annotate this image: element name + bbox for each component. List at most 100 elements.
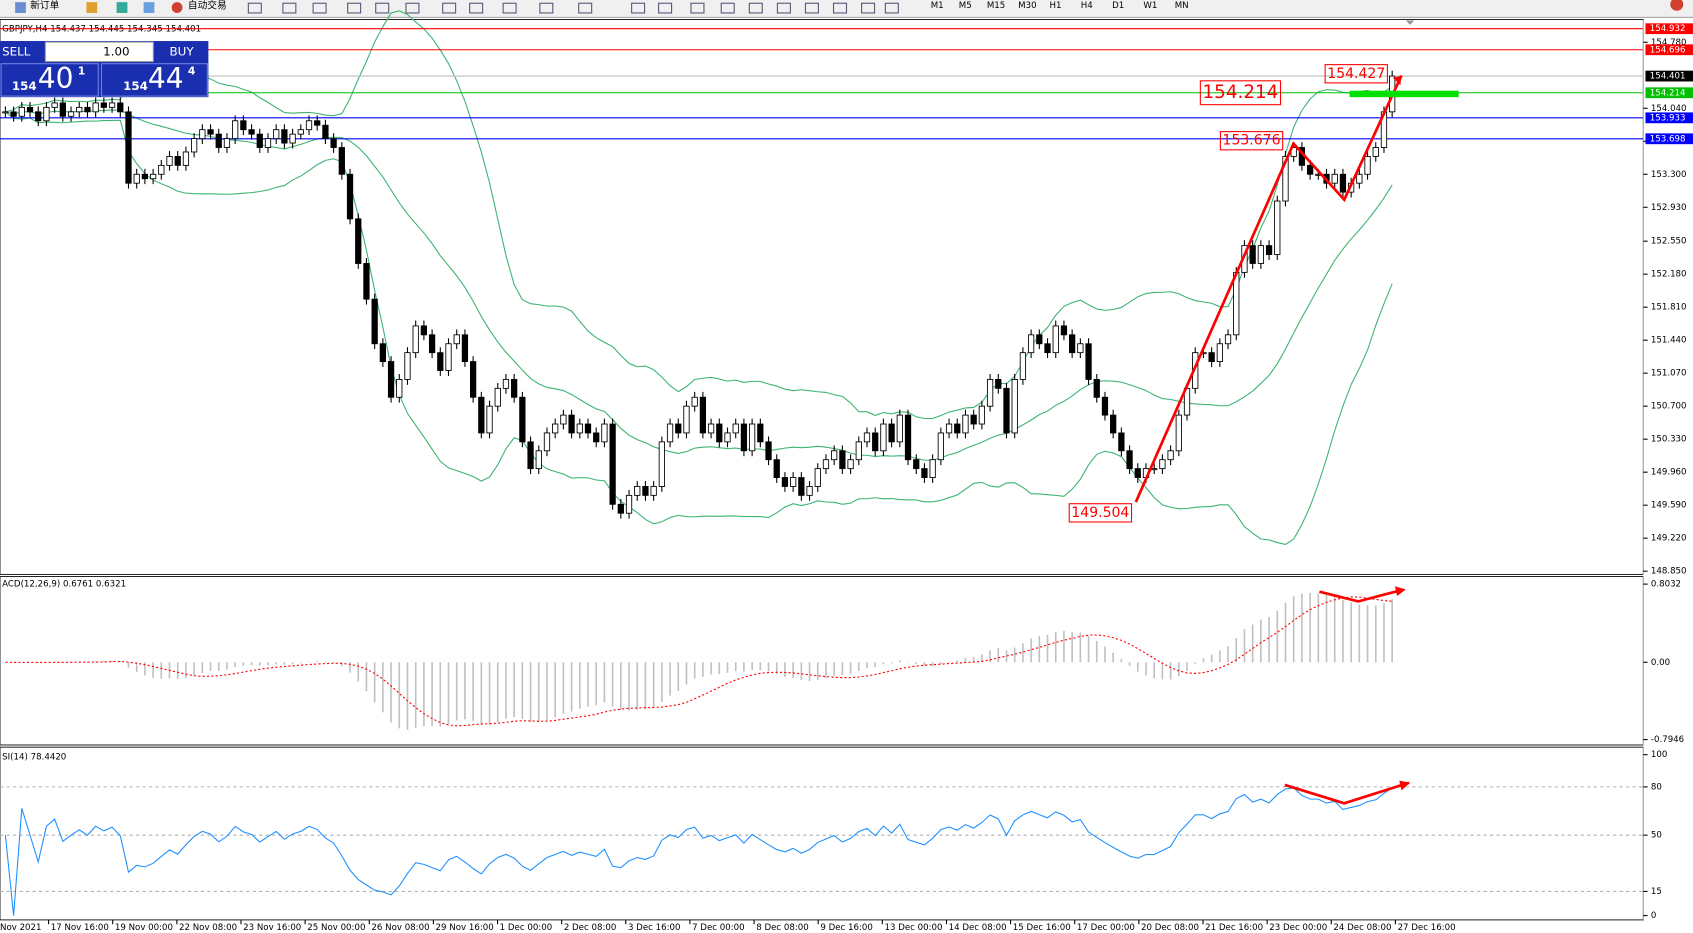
toolbar-icon[interactable] — [748, 2, 763, 14]
candle — [1134, 468, 1141, 478]
toolbar-icon[interactable] — [861, 2, 876, 14]
x-tick-label: 24 Dec 08:00 — [1333, 923, 1391, 933]
candle — [84, 106, 91, 113]
candle — [190, 138, 198, 153]
timeframe-button[interactable]: W1 — [1143, 1, 1157, 11]
timeframe-button[interactable]: MN — [1175, 1, 1189, 11]
level-price-label: 153.933 — [1650, 113, 1686, 123]
x-tick-label: 3 Dec 16:00 — [628, 923, 681, 933]
candle — [141, 173, 149, 180]
toolbar-icon[interactable] — [720, 2, 735, 14]
toolbar-icon[interactable] — [578, 2, 593, 14]
lots-input[interactable] — [44, 41, 154, 63]
timeframe-button[interactable]: M1 — [931, 1, 944, 11]
candle — [543, 432, 551, 452]
macd-layer — [5, 592, 1393, 730]
toolbar-icon[interactable] — [658, 2, 673, 14]
toolbar-icon[interactable] — [247, 2, 262, 14]
candle — [182, 151, 190, 166]
candle — [978, 405, 986, 425]
buy-button[interactable] — [155, 42, 208, 62]
toolbar-icon[interactable] — [832, 2, 848, 14]
ask-main: 44 — [148, 62, 184, 95]
candle — [174, 156, 181, 166]
macd-tick-label: 0.8032 — [1651, 580, 1681, 590]
toolbar-icon[interactable] — [86, 2, 98, 13]
timeframe-button[interactable]: M30 — [1018, 1, 1036, 11]
candle — [1085, 343, 1092, 380]
x-tick-label: 23 Dec 00:00 — [1269, 923, 1327, 933]
toolbar-icon[interactable] — [347, 2, 362, 14]
candle — [863, 432, 871, 443]
toolbar-icon[interactable] — [469, 2, 484, 14]
sell-label: SELL — [2, 44, 31, 58]
candle — [675, 423, 682, 434]
annotation-box — [1219, 131, 1284, 151]
candle — [945, 423, 953, 434]
candle — [125, 111, 132, 184]
candle — [240, 120, 247, 131]
timeframe-button[interactable]: M5 — [959, 1, 972, 11]
macd-tick-label: -0.7946 — [1651, 735, 1684, 745]
candle — [519, 396, 526, 443]
shift-marker — [1405, 20, 1415, 25]
toolbar-icon[interactable] — [116, 2, 128, 13]
toolbar-icon[interactable] — [776, 2, 791, 14]
candle — [1339, 173, 1347, 193]
candle — [617, 503, 624, 514]
main-plot — [0, 19, 1644, 575]
toolbar-icon[interactable] — [442, 2, 457, 14]
candle — [396, 378, 403, 398]
y-tick-label: 150.700 — [1651, 402, 1687, 412]
toolbar-icon[interactable] — [690, 2, 705, 14]
timeframe-button[interactable]: M15 — [987, 1, 1005, 11]
candle — [223, 138, 231, 148]
candle — [453, 334, 460, 345]
annotation-label: 154.427 — [1327, 66, 1385, 82]
level-price-box — [1645, 133, 1693, 145]
candle — [650, 486, 657, 496]
x-tick-label: 27 Dec 16:00 — [1398, 923, 1456, 933]
timeframe-button[interactable]: H4 — [1081, 1, 1093, 11]
toolbar-icon[interactable] — [405, 2, 420, 14]
toolbar-icon[interactable] — [282, 2, 297, 14]
toolbar-icon[interactable] — [375, 2, 390, 14]
candle — [699, 396, 707, 434]
macd-plot — [0, 576, 1644, 746]
toolbar-icon[interactable] — [804, 2, 819, 14]
auto-trading-icon[interactable] — [171, 2, 183, 13]
timeframe-button[interactable]: H1 — [1049, 1, 1061, 11]
x-tick-label: 25 Nov 00:00 — [307, 923, 365, 933]
candle — [18, 106, 25, 117]
candle — [511, 378, 518, 398]
candle — [1282, 156, 1289, 202]
candle — [527, 441, 534, 470]
new-order-icon[interactable] — [15, 2, 26, 13]
toolbar-icon[interactable] — [502, 2, 517, 14]
candle — [1233, 271, 1240, 336]
toolbar-icon[interactable] — [884, 2, 899, 14]
toolbar-icons: M1 M5 M15 M30 H1 H4 D1 W1 MN — [247, 1, 1189, 14]
toolbar-icon[interactable] — [143, 2, 155, 13]
timeframe-button[interactable]: D1 — [1112, 1, 1124, 11]
toolbar-icon[interactable] — [312, 2, 327, 14]
alert-icon[interactable] — [1670, 0, 1684, 11]
auto-trading-button[interactable]: 自动交易 — [188, 0, 227, 11]
toolbar-icon[interactable] — [631, 2, 646, 14]
level-price-box — [1645, 23, 1693, 35]
toolbar-icon[interactable] — [539, 2, 554, 14]
candle — [839, 450, 846, 470]
new-order-button[interactable]: 新订单 — [30, 0, 59, 11]
bid-box[interactable] — [0, 63, 99, 97]
candle — [502, 378, 510, 389]
candle — [297, 129, 304, 135]
candle — [1249, 245, 1256, 264]
candle — [461, 334, 469, 363]
rsi-tick-label: 0 — [1651, 911, 1657, 921]
sell-button[interactable] — [0, 42, 44, 62]
y-tick-label: 151.440 — [1651, 336, 1687, 346]
candle — [387, 361, 395, 398]
candle — [469, 361, 477, 398]
ask-box[interactable] — [100, 63, 208, 97]
candle — [937, 432, 944, 461]
